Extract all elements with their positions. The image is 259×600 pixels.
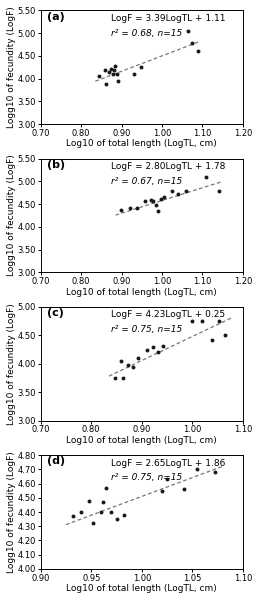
Point (104, 483, 109, 493)
Point (165, 475, 169, 484)
Y-axis label: Logg10 of fecundity (LogF): Logg10 of fecundity (LogF) (7, 303, 16, 425)
Point (71, 511, 75, 521)
Point (136, 353, 140, 363)
Point (217, 316, 221, 326)
Point (190, 316, 195, 326)
Point (149, 195, 153, 205)
Point (156, 347, 160, 357)
Text: LogF = 2.65LogTL + 1.86: LogF = 2.65LogTL + 1.86 (111, 458, 226, 467)
X-axis label: Log10 of total length (LogTL, cm): Log10 of total length (LogTL, cm) (66, 287, 217, 296)
Point (109, 64, 113, 73)
Point (151, 196, 155, 206)
Point (112, 65, 116, 75)
Point (87, 496, 91, 505)
Point (145, 345, 149, 355)
Point (154, 200, 158, 210)
Text: LogF = 3.39LogTL + 1.11: LogF = 3.39LogTL + 1.11 (111, 14, 226, 23)
Point (97, 71, 101, 81)
Text: r² = 0.75, n=15: r² = 0.75, n=15 (111, 473, 183, 482)
Text: r² = 0.75, n=15: r² = 0.75, n=15 (111, 325, 183, 334)
Point (101, 497, 105, 507)
Point (103, 65, 107, 74)
Point (212, 467, 217, 477)
Point (190, 38, 195, 48)
Point (161, 341, 165, 350)
Point (196, 47, 200, 56)
Point (139, 62, 143, 72)
X-axis label: Log10 of total length (LogTL, cm): Log10 of total length (LogTL, cm) (66, 436, 217, 445)
Point (109, 507, 113, 517)
Point (176, 190, 180, 199)
Point (135, 203, 139, 212)
Point (113, 62, 118, 71)
Text: r² = 0.67, n=15: r² = 0.67, n=15 (111, 177, 183, 186)
Text: (a): (a) (47, 11, 64, 22)
Point (104, 79, 108, 89)
Point (223, 331, 227, 340)
Y-axis label: Logg10 of fecundity (LogF): Logg10 of fecundity (LogF) (7, 155, 16, 277)
Text: LogF = 2.80LogTL + 1.78: LogF = 2.80LogTL + 1.78 (111, 162, 226, 171)
X-axis label: Log10 of total length (LogTL, cm): Log10 of total length (LogTL, cm) (66, 584, 217, 593)
Y-axis label: Logg10 of fecundity (LogF): Logg10 of fecundity (LogF) (7, 7, 16, 128)
Text: (d): (d) (47, 457, 65, 466)
Point (120, 373, 125, 383)
Point (186, 26, 190, 35)
Point (143, 196, 147, 206)
Point (118, 356, 123, 366)
Point (131, 362, 135, 371)
Point (210, 335, 214, 345)
Text: (c): (c) (47, 308, 64, 318)
Point (182, 485, 186, 494)
Text: (b): (b) (47, 160, 65, 170)
Point (170, 187, 174, 196)
Point (119, 205, 123, 215)
Point (114, 514, 119, 524)
Point (162, 193, 166, 202)
Point (79, 507, 83, 517)
Point (204, 172, 208, 182)
Point (126, 360, 130, 370)
Point (91, 518, 95, 528)
Text: LogF = 4.23LogTL + 0.25: LogF = 4.23LogTL + 0.25 (111, 310, 226, 319)
Point (107, 67, 112, 77)
Text: r² = 0.68, n=15: r² = 0.68, n=15 (111, 29, 183, 38)
X-axis label: Log10 of total length (LogTL, cm): Log10 of total length (LogTL, cm) (66, 139, 217, 148)
Point (113, 373, 118, 383)
Point (217, 187, 221, 196)
Point (159, 194, 163, 203)
Point (132, 69, 136, 79)
Point (151, 342, 155, 352)
Point (128, 203, 132, 212)
Point (111, 69, 115, 79)
Y-axis label: Logg10 of fecundity (LogF): Logg10 of fecundity (LogF) (7, 451, 16, 573)
Point (200, 316, 205, 326)
Point (184, 186, 188, 196)
Point (121, 510, 126, 520)
Point (99, 507, 103, 517)
Point (115, 69, 119, 79)
Point (195, 464, 199, 474)
Point (160, 486, 164, 496)
Point (156, 206, 160, 216)
Point (116, 76, 120, 86)
